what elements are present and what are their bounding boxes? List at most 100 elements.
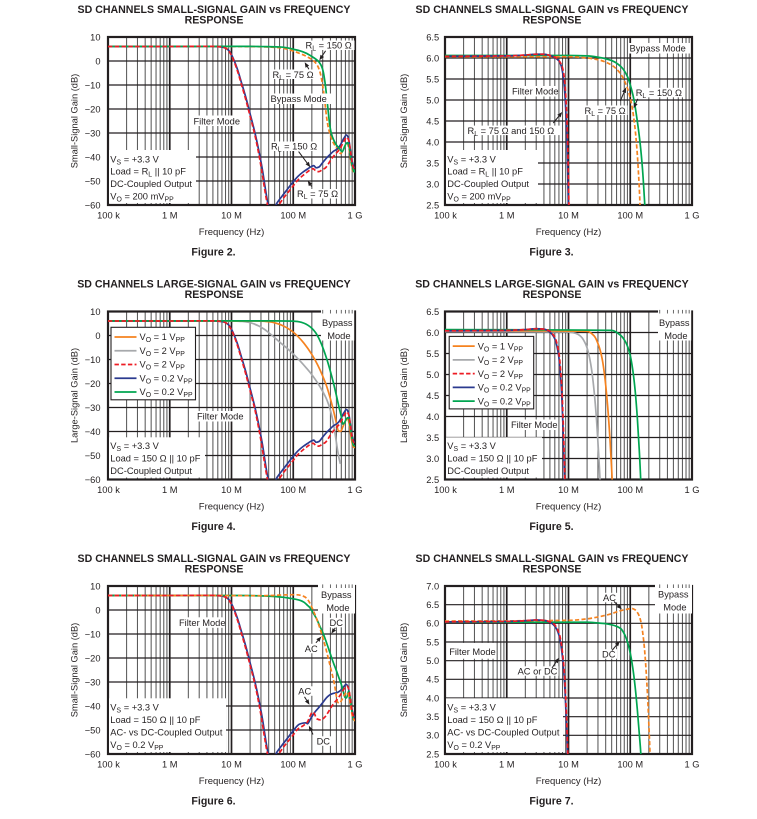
svg-text:DC: DC xyxy=(330,618,344,628)
svg-text:RL​ = 150 Ω: RL​ = 150 Ω xyxy=(636,88,682,100)
svg-text:RESPONSE: RESPONSE xyxy=(523,289,582,301)
svg-text:−40: −40 xyxy=(85,427,101,437)
svg-text:VO​ = 1 VPP​: VO​ = 1 VPP​ xyxy=(478,341,524,353)
svg-text:Mode: Mode xyxy=(326,603,349,613)
svg-text:SD CHANNELS LARGE-SIGNAL GAIN: SD CHANNELS LARGE-SIGNAL GAIN vs FREQUEN… xyxy=(415,278,689,290)
svg-text:0: 0 xyxy=(95,605,100,615)
svg-text:−60: −60 xyxy=(85,475,101,485)
svg-text:−50: −50 xyxy=(85,176,101,186)
svg-text:3.5: 3.5 xyxy=(426,433,439,443)
svg-text:Load = 150 Ω || 10 pF: Load = 150 Ω || 10 pF xyxy=(447,715,537,725)
svg-text:Small-Signal Gain (dB): Small-Signal Gain (dB) xyxy=(399,74,409,169)
svg-text:5.0: 5.0 xyxy=(426,370,439,380)
svg-text:1 G: 1 G xyxy=(685,485,700,495)
svg-text:Figure 3.: Figure 3. xyxy=(529,247,573,259)
svg-text:DC-Coupled Output: DC-Coupled Output xyxy=(447,466,529,476)
svg-text:100 M: 100 M xyxy=(617,485,643,495)
svg-text:5.5: 5.5 xyxy=(426,74,439,84)
svg-text:VO​ = 2 VPP​: VO​ = 2 VPP​ xyxy=(140,360,186,372)
svg-text:VS​ = +3.3 V: VS​ = +3.3 V xyxy=(447,703,496,715)
svg-text:Small-Signal Gain (dB): Small-Signal Gain (dB) xyxy=(399,623,409,718)
svg-text:−20: −20 xyxy=(85,104,101,114)
svg-text:0: 0 xyxy=(95,56,100,66)
svg-text:Filter Mode: Filter Mode xyxy=(511,420,558,430)
svg-text:−10: −10 xyxy=(85,80,101,90)
svg-text:3.0: 3.0 xyxy=(426,454,439,464)
svg-text:VO​ = 0.2 VPP​: VO​ = 0.2 VPP​ xyxy=(478,396,531,408)
svg-text:VO​ = 200 mVPP​: VO​ = 200 mVPP​ xyxy=(110,191,174,203)
svg-text:Load = 150 Ω || 10 pF: Load = 150 Ω || 10 pF xyxy=(110,454,200,464)
svg-text:VS​ = +3.3 V: VS​ = +3.3 V xyxy=(110,154,159,166)
svg-text:AC: AC xyxy=(298,686,311,696)
svg-text:4.0: 4.0 xyxy=(426,693,439,703)
svg-text:10: 10 xyxy=(90,581,100,591)
svg-text:100 M: 100 M xyxy=(280,485,306,495)
svg-text:Figure 6.: Figure 6. xyxy=(191,796,235,808)
svg-text:SD CHANNELS SMALL-SIGNAL GAIN: SD CHANNELS SMALL-SIGNAL GAIN vs FREQUEN… xyxy=(78,4,351,16)
svg-text:RL​ = 150 Ω: RL​ = 150 Ω xyxy=(271,142,317,154)
svg-text:Frequency (Hz): Frequency (Hz) xyxy=(199,227,264,238)
svg-text:Bypass: Bypass xyxy=(321,590,352,600)
svg-text:AC: AC xyxy=(603,593,616,603)
svg-text:Mode: Mode xyxy=(663,603,686,613)
svg-text:1 G: 1 G xyxy=(348,485,363,495)
svg-text:1 G: 1 G xyxy=(685,211,700,221)
svg-text:RL​ = 75 Ω and 150 Ω: RL​ = 75 Ω and 150 Ω xyxy=(468,126,555,138)
svg-text:10 M: 10 M xyxy=(221,211,242,221)
svg-text:6.0: 6.0 xyxy=(426,328,439,338)
svg-text:−20: −20 xyxy=(85,653,101,663)
svg-text:VO​ = 0.2 VPP​: VO​ = 0.2 VPP​ xyxy=(447,740,500,752)
svg-text:SD CHANNELS SMALL-SIGNAL GAIN: SD CHANNELS SMALL-SIGNAL GAIN vs FREQUEN… xyxy=(416,553,689,565)
svg-text:Figure 2.: Figure 2. xyxy=(191,247,235,259)
svg-text:4.0: 4.0 xyxy=(426,137,439,147)
svg-text:RESPONSE: RESPONSE xyxy=(185,14,244,26)
svg-text:1 G: 1 G xyxy=(348,211,363,221)
svg-text:AC: AC xyxy=(305,644,318,654)
svg-text:10 M: 10 M xyxy=(221,485,242,495)
svg-text:DC-Coupled Output: DC-Coupled Output xyxy=(110,179,192,189)
svg-text:3.0: 3.0 xyxy=(426,731,439,741)
svg-text:−10: −10 xyxy=(85,629,101,639)
svg-text:−30: −30 xyxy=(85,677,101,687)
svg-text:10 M: 10 M xyxy=(221,760,242,770)
svg-text:100 M: 100 M xyxy=(280,760,306,770)
svg-text:−10: −10 xyxy=(85,355,101,365)
svg-text:1 M: 1 M xyxy=(499,211,515,221)
svg-text:2.5: 2.5 xyxy=(426,475,439,485)
svg-text:Filter Mode: Filter Mode xyxy=(449,647,496,657)
svg-text:−30: −30 xyxy=(85,403,101,413)
svg-text:10 M: 10 M xyxy=(558,760,579,770)
svg-text:−60: −60 xyxy=(85,749,101,759)
svg-text:4.5: 4.5 xyxy=(426,116,439,126)
svg-text:100 k: 100 k xyxy=(97,485,120,495)
svg-text:RESPONSE: RESPONSE xyxy=(523,14,582,26)
svg-text:−50: −50 xyxy=(85,725,101,735)
svg-text:SD CHANNELS SMALL-SIGNAL GAIN: SD CHANNELS SMALL-SIGNAL GAIN vs FREQUEN… xyxy=(78,553,351,565)
svg-text:6.5: 6.5 xyxy=(426,600,439,610)
svg-text:Filter Mode: Filter Mode xyxy=(179,618,226,628)
svg-text:Frequency (Hz): Frequency (Hz) xyxy=(536,227,601,238)
svg-text:Mode: Mode xyxy=(664,331,687,341)
svg-text:4.5: 4.5 xyxy=(426,675,439,685)
svg-text:1 M: 1 M xyxy=(162,760,178,770)
svg-text:VO​ = 2 VPP​: VO​ = 2 VPP​ xyxy=(478,355,524,367)
svg-text:5.5: 5.5 xyxy=(426,637,439,647)
svg-text:Filter Mode: Filter Mode xyxy=(194,116,241,126)
svg-text:DC-Coupled Output: DC-Coupled Output xyxy=(110,466,192,476)
svg-text:Bypass: Bypass xyxy=(658,590,689,600)
svg-text:−40: −40 xyxy=(85,152,101,162)
svg-text:VO​ = 2 VPP​: VO​ = 2 VPP​ xyxy=(478,369,524,381)
svg-text:VO​ = 0.2 VPP​: VO​ = 0.2 VPP​ xyxy=(140,373,193,385)
svg-text:100 k: 100 k xyxy=(434,211,457,221)
svg-text:−40: −40 xyxy=(85,701,101,711)
svg-text:1 M: 1 M xyxy=(499,485,515,495)
svg-text:Frequency (Hz): Frequency (Hz) xyxy=(536,501,601,512)
svg-text:100 M: 100 M xyxy=(617,760,643,770)
svg-text:RL​ = 75 Ω: RL​ = 75 Ω xyxy=(273,70,314,82)
svg-text:2.5: 2.5 xyxy=(426,200,439,210)
svg-text:Small-Signal Gain (dB): Small-Signal Gain (dB) xyxy=(70,623,80,718)
svg-text:Bypass Mode: Bypass Mode xyxy=(271,94,327,104)
svg-text:3.5: 3.5 xyxy=(426,158,439,168)
svg-text:100 k: 100 k xyxy=(434,760,457,770)
svg-text:VO​ = 0.2 VPP​: VO​ = 0.2 VPP​ xyxy=(478,383,531,395)
